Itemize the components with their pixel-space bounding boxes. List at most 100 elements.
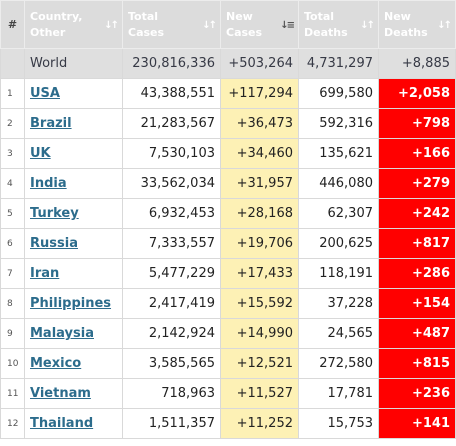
row-total-deaths: 272,580 bbox=[298, 348, 379, 379]
country-link[interactable]: UK bbox=[30, 146, 51, 161]
row-total-cases: 2,417,419 bbox=[122, 288, 221, 319]
row-rank: 6 bbox=[0, 228, 25, 259]
sort-descending-icon[interactable]: ↓≡ bbox=[280, 20, 295, 31]
row-new-deaths: +242 bbox=[378, 198, 456, 229]
header-total-deaths[interactable]: Total Deaths ↓↑ bbox=[298, 0, 379, 49]
row-country: India bbox=[24, 168, 123, 199]
header-rank[interactable]: # bbox=[0, 0, 25, 49]
world-total-cases: 230,816,336 bbox=[122, 48, 221, 79]
country-link[interactable]: Philippines bbox=[30, 296, 112, 311]
sort-arrows-icon[interactable]: ↓↑ bbox=[104, 20, 119, 31]
header-total-cases-line1: Total bbox=[128, 9, 159, 23]
row-country: Brazil bbox=[24, 108, 123, 139]
row-total-deaths: 37,228 bbox=[298, 288, 379, 319]
row-total-cases: 7,530,103 bbox=[122, 138, 221, 169]
row-total-deaths: 62,307 bbox=[298, 198, 379, 229]
header-new-cases-line1: New bbox=[226, 9, 253, 23]
sort-arrows-icon[interactable]: ↓↑ bbox=[437, 20, 452, 31]
row-rank: 12 bbox=[0, 408, 25, 439]
row-total-deaths: 592,316 bbox=[298, 108, 379, 139]
row-total-deaths: 24,565 bbox=[298, 318, 379, 349]
world-new-deaths: +8,885 bbox=[378, 48, 456, 79]
header-country-line2: Other bbox=[30, 25, 66, 39]
row-new-deaths: +236 bbox=[378, 378, 456, 409]
country-link[interactable]: Malaysia bbox=[30, 326, 94, 341]
sort-arrows-icon[interactable]: ↓↑ bbox=[202, 20, 217, 31]
world-new-cases: +503,264 bbox=[220, 48, 299, 79]
row-country: Philippines bbox=[24, 288, 123, 319]
header-new-deaths-line1: New bbox=[384, 9, 411, 23]
row-new-cases: +28,168 bbox=[220, 198, 299, 229]
table-row: 2 Brazil 21,283,567 +36,473 592,316 +798 bbox=[0, 108, 456, 139]
world-total-deaths: 4,731,297 bbox=[298, 48, 379, 79]
row-total-deaths: 135,621 bbox=[298, 138, 379, 169]
row-country: Turkey bbox=[24, 198, 123, 229]
header-total-deaths-line1: Total bbox=[304, 9, 335, 23]
row-total-cases: 7,333,557 bbox=[122, 228, 221, 259]
row-rank: 4 bbox=[0, 168, 25, 199]
row-total-deaths: 200,625 bbox=[298, 228, 379, 259]
row-rank: 3 bbox=[0, 138, 25, 169]
row-total-deaths: 17,781 bbox=[298, 378, 379, 409]
header-new-deaths[interactable]: New Deaths ↓↑ bbox=[378, 0, 456, 49]
table-row: 10 Mexico 3,585,565 +12,521 272,580 +815 bbox=[0, 348, 456, 379]
row-rank: 5 bbox=[0, 198, 25, 229]
row-new-cases: +11,252 bbox=[220, 408, 299, 439]
row-rank: 1 bbox=[0, 78, 25, 109]
row-new-deaths: +2,058 bbox=[378, 78, 456, 109]
row-total-cases: 33,562,034 bbox=[122, 168, 221, 199]
table-row: 4 India 33,562,034 +31,957 446,080 +279 bbox=[0, 168, 456, 199]
table-row: 6 Russia 7,333,557 +19,706 200,625 +817 bbox=[0, 228, 456, 259]
country-link[interactable]: Thailand bbox=[30, 416, 94, 431]
country-link[interactable]: Vietnam bbox=[30, 386, 91, 401]
header-total-cases-line2: Cases bbox=[128, 25, 165, 39]
sort-arrows-icon[interactable]: ↓↑ bbox=[360, 20, 375, 31]
row-new-cases: +19,706 bbox=[220, 228, 299, 259]
row-new-deaths: +166 bbox=[378, 138, 456, 169]
row-new-cases: +36,473 bbox=[220, 108, 299, 139]
row-new-cases: +34,460 bbox=[220, 138, 299, 169]
row-new-cases: +12,521 bbox=[220, 348, 299, 379]
header-country[interactable]: Country, Other ↓↑ bbox=[24, 0, 123, 49]
country-link[interactable]: Brazil bbox=[30, 116, 72, 131]
row-country: Thailand bbox=[24, 408, 123, 439]
row-total-cases: 2,142,924 bbox=[122, 318, 221, 349]
header-country-line1: Country, bbox=[30, 9, 83, 23]
table-row: 12 Thailand 1,511,357 +11,252 15,753 +141 bbox=[0, 408, 456, 439]
row-total-cases: 1,511,357 bbox=[122, 408, 221, 439]
table-row: 7 Iran 5,477,229 +17,433 118,191 +286 bbox=[0, 258, 456, 289]
row-total-cases: 718,963 bbox=[122, 378, 221, 409]
header-total-cases[interactable]: Total Cases ↓↑ bbox=[122, 0, 221, 49]
country-link[interactable]: USA bbox=[30, 86, 60, 101]
row-rank: 9 bbox=[0, 318, 25, 349]
row-new-cases: +31,957 bbox=[220, 168, 299, 199]
row-country: Malaysia bbox=[24, 318, 123, 349]
table-row: 5 Turkey 6,932,453 +28,168 62,307 +242 bbox=[0, 198, 456, 229]
row-total-deaths: 699,580 bbox=[298, 78, 379, 109]
header-new-cases[interactable]: New Cases ↓≡ bbox=[220, 0, 299, 49]
row-new-deaths: +279 bbox=[378, 168, 456, 199]
country-link[interactable]: Mexico bbox=[30, 356, 82, 371]
row-new-deaths: +798 bbox=[378, 108, 456, 139]
row-total-cases: 3,585,565 bbox=[122, 348, 221, 379]
table-row: 11 Vietnam 718,963 +11,527 17,781 +236 bbox=[0, 378, 456, 409]
table-row: 1 USA 43,388,551 +117,294 699,580 +2,058 bbox=[0, 78, 456, 109]
row-new-deaths: +815 bbox=[378, 348, 456, 379]
row-rank: 7 bbox=[0, 258, 25, 289]
row-country: UK bbox=[24, 138, 123, 169]
row-country: Russia bbox=[24, 228, 123, 259]
row-new-deaths: +154 bbox=[378, 288, 456, 319]
row-total-cases: 21,283,567 bbox=[122, 108, 221, 139]
table-row: 8 Philippines 2,417,419 +15,592 37,228 +154 bbox=[0, 288, 456, 319]
row-total-cases: 43,388,551 bbox=[122, 78, 221, 109]
country-link[interactable]: India bbox=[30, 176, 67, 191]
world-rank bbox=[0, 48, 25, 79]
country-link[interactable]: Turkey bbox=[30, 206, 79, 221]
row-country: Vietnam bbox=[24, 378, 123, 409]
country-link[interactable]: Russia bbox=[30, 236, 78, 251]
header-row: # Country, Other ↓↑ Total Cases ↓↑ New C… bbox=[0, 0, 456, 49]
row-rank: 10 bbox=[0, 348, 25, 379]
row-new-cases: +14,990 bbox=[220, 318, 299, 349]
country-link[interactable]: Iran bbox=[30, 266, 60, 281]
row-rank: 8 bbox=[0, 288, 25, 319]
